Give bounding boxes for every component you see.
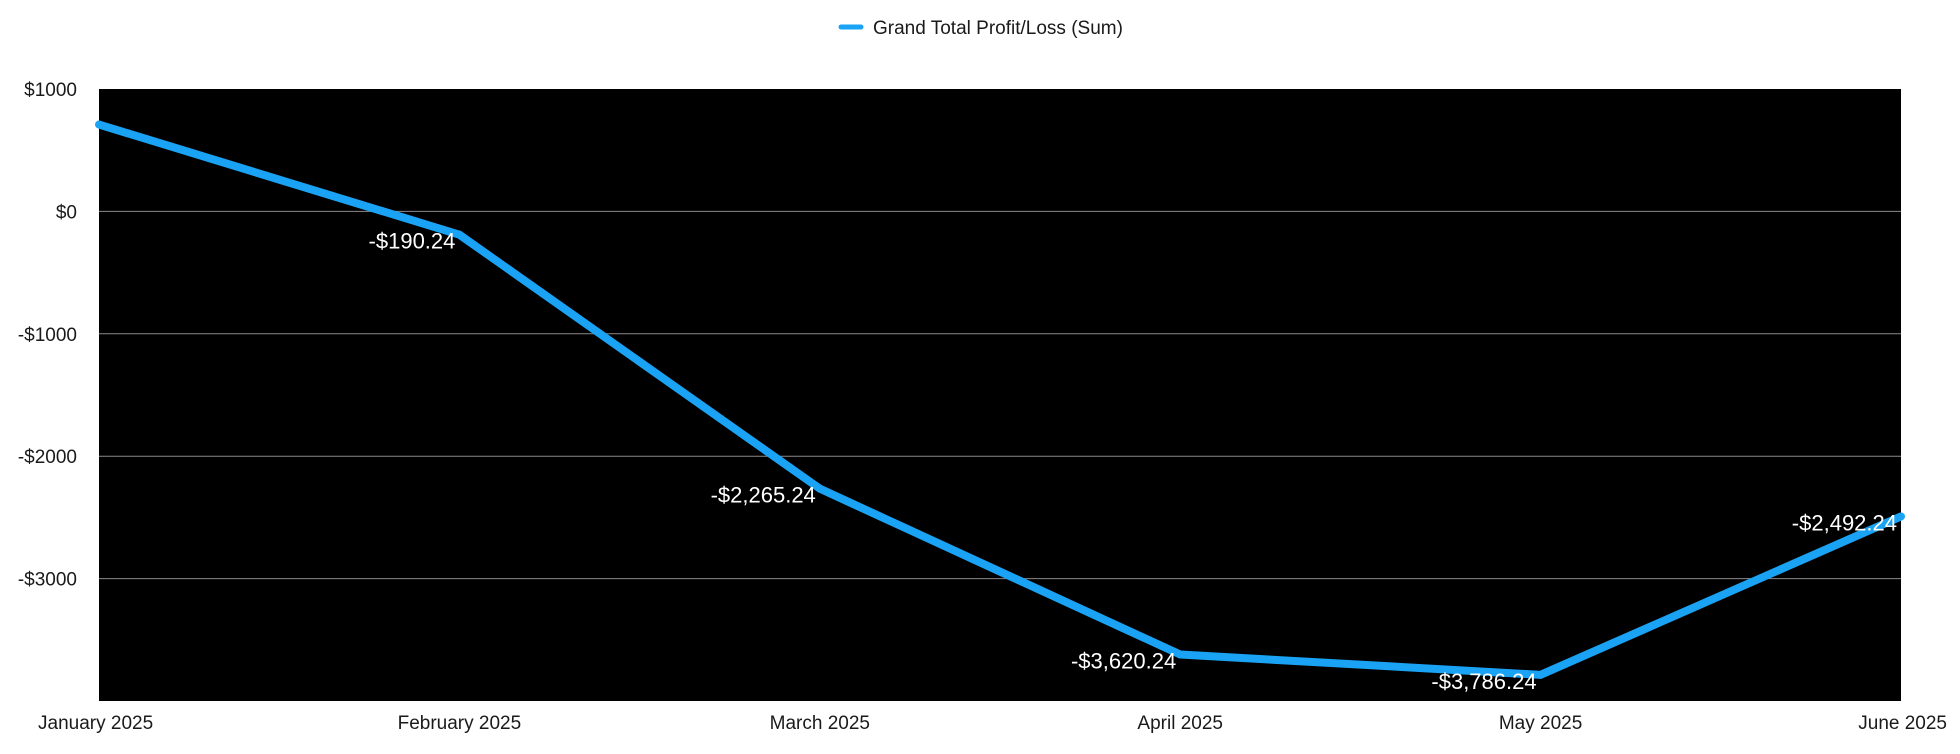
x-tick-label: March 2025 xyxy=(770,713,870,734)
data-point[interactable] xyxy=(815,484,824,493)
x-tick-label: April 2025 xyxy=(1137,713,1223,734)
y-tick-label: -$3000 xyxy=(18,570,77,591)
data-point[interactable] xyxy=(455,230,464,239)
data-label: -$3,786.24 xyxy=(1431,669,1536,694)
data-point[interactable] xyxy=(1176,650,1185,659)
data-label: -$3,620.24 xyxy=(1071,649,1176,674)
y-tick-label: $0 xyxy=(56,202,77,223)
x-axis: January 2025 February 2025 March 2025 April… xyxy=(38,713,1947,734)
data-label: -$190.24 xyxy=(369,229,456,254)
data-label: -$2,492.24 xyxy=(1792,510,1897,535)
data-point[interactable] xyxy=(95,120,103,129)
x-tick-label: May 2025 xyxy=(1499,713,1582,734)
gridlines xyxy=(99,210,1901,580)
data-labels: -$190.24 -$2,265.24 -$3,620.24 -$3,786.24 -$… xyxy=(369,229,1897,694)
series-line[interactable] xyxy=(97,120,1903,679)
data-point[interactable] xyxy=(1897,512,1905,521)
data-label: -$2,265.24 xyxy=(711,483,816,508)
legend-label: Grand Total Profit/Loss (Sum) xyxy=(873,18,1123,39)
x-tick-label: January 2025 xyxy=(38,713,153,734)
y-axis: $1000 $0 -$1000 -$2000 -$3000 xyxy=(18,80,77,591)
y-tick-label: -$1000 xyxy=(18,325,77,346)
y-tick-label: $1000 xyxy=(24,80,77,101)
series-layer xyxy=(95,120,1905,679)
x-tick-label: February 2025 xyxy=(398,713,522,734)
plot-area xyxy=(99,89,1901,701)
data-point[interactable] xyxy=(1536,670,1545,679)
x-tick-label: June 2025 xyxy=(1858,713,1947,734)
legend[interactable]: Grand Total Profit/Loss (Sum) xyxy=(838,18,1123,39)
y-tick-label: -$2000 xyxy=(18,447,77,468)
